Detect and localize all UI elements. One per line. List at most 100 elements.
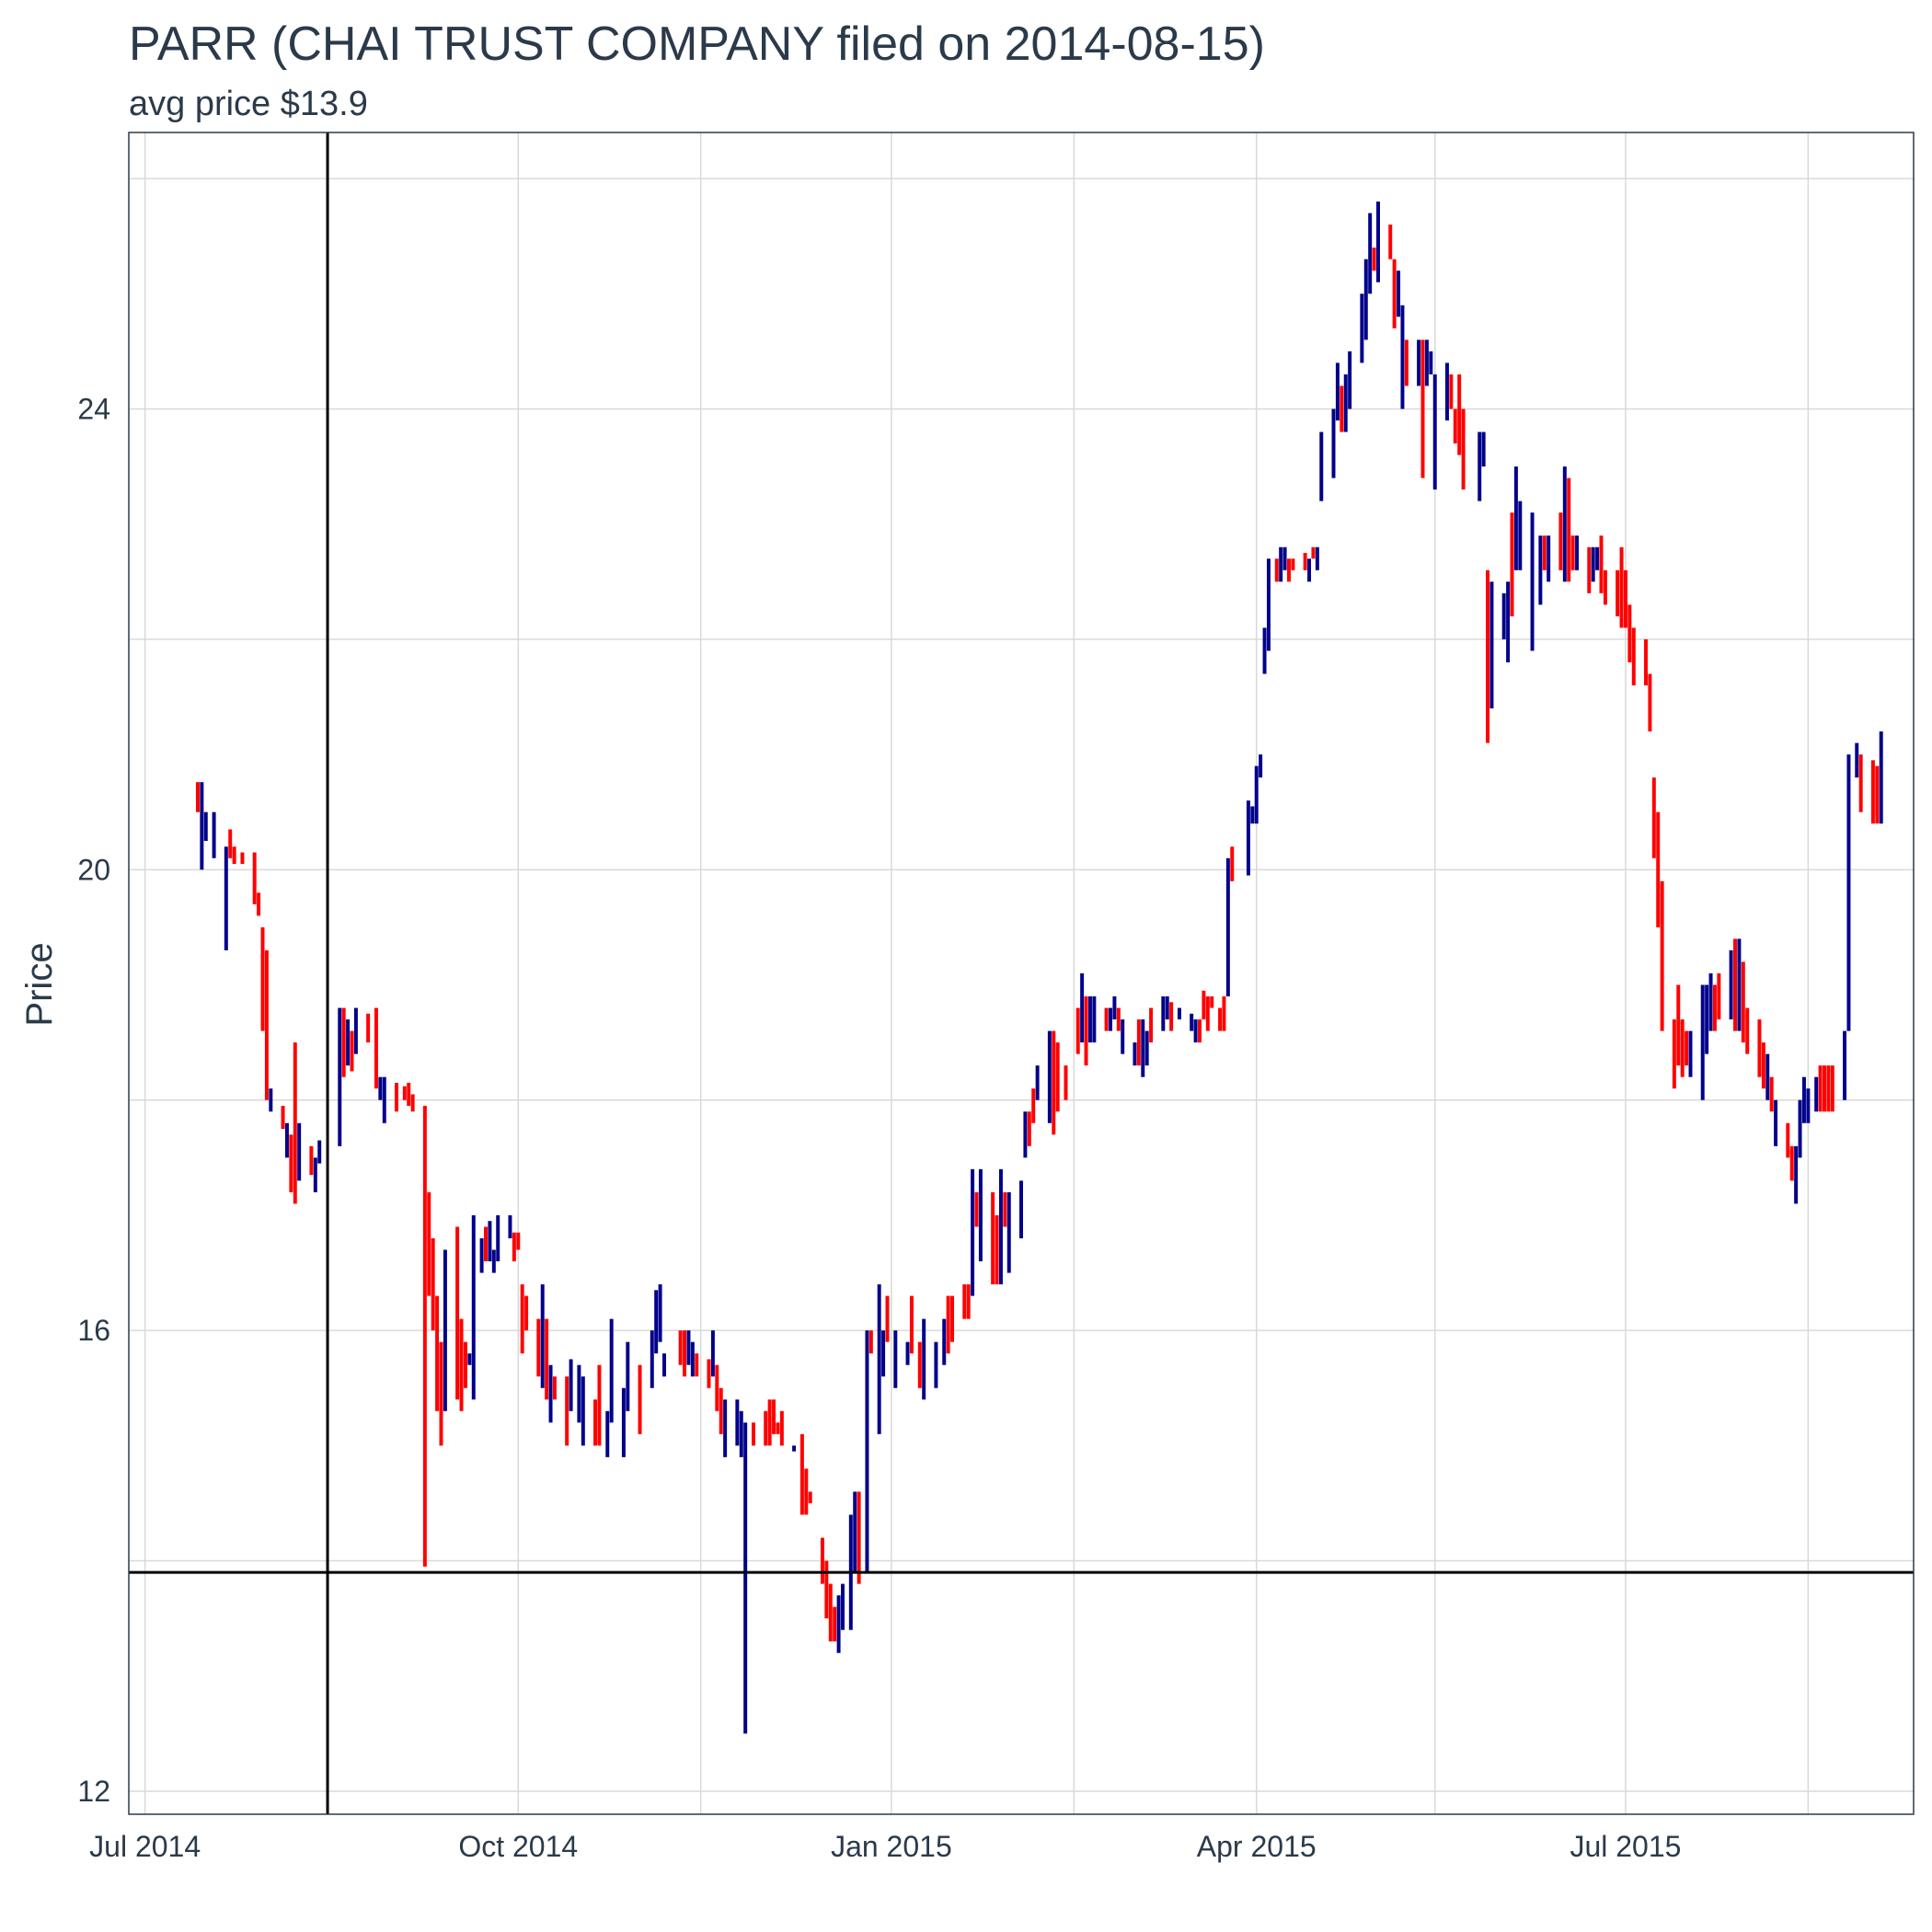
price-bar: [1676, 984, 1681, 1066]
price-bar: [1700, 984, 1705, 1100]
price-bar: [350, 1030, 354, 1072]
price-bar: [605, 1410, 610, 1457]
price-bar: [297, 1122, 302, 1181]
price-bar: [443, 1249, 447, 1411]
price-bar: [950, 1295, 955, 1342]
price-bar: [212, 811, 216, 858]
price-bar: [289, 1134, 293, 1192]
price-bar: [1603, 569, 1607, 605]
price-bar: [1218, 1007, 1223, 1031]
price-bar: [946, 1295, 950, 1354]
price-bar: [1688, 1030, 1693, 1077]
x-tick-label: Jul 2014: [89, 1830, 201, 1863]
price-bar: [1031, 1088, 1036, 1123]
price-bar: [1262, 627, 1267, 674]
price-bar: [1198, 1019, 1202, 1043]
price-bar: [1741, 961, 1745, 1043]
price-bar: [257, 892, 261, 916]
price-bar: [1745, 1007, 1750, 1054]
price-bar: [942, 1318, 947, 1365]
price-bar: [877, 1284, 881, 1434]
price-bar: [917, 1341, 922, 1388]
price-bar: [836, 1595, 841, 1653]
price-bar: [1461, 408, 1466, 490]
price-bar: [1368, 213, 1373, 294]
price-bar: [1190, 1013, 1194, 1031]
x-tick-label: Jan 2015: [831, 1830, 952, 1863]
price-bar: [536, 1318, 541, 1377]
price-bar: [776, 1422, 780, 1434]
price-bar: [1279, 546, 1283, 582]
price-bar: [735, 1399, 740, 1446]
price-bar: [686, 1330, 691, 1365]
price-bar: [402, 1086, 407, 1100]
price-bar: [1397, 270, 1401, 317]
price-bar: [1104, 1007, 1109, 1031]
price-bar: [488, 1221, 492, 1262]
price-bar: [374, 1007, 378, 1089]
price-bar: [1274, 558, 1279, 582]
price-bar: [808, 1491, 812, 1503]
price-bar: [1558, 512, 1563, 570]
price-bar: [1112, 996, 1117, 1020]
chart-title: PARR (CHAI TRUST COMPANY filed on 2014-0…: [129, 17, 1265, 71]
price-bar: [240, 852, 245, 865]
price-bar: [1003, 1191, 1007, 1227]
price-bar: [260, 926, 265, 1031]
price-bar: [824, 1560, 829, 1619]
price-bar: [1595, 546, 1600, 570]
price-bar: [1823, 1065, 1826, 1112]
price-bar: [1538, 535, 1543, 605]
price-bar: [792, 1445, 797, 1452]
price-bar: [1055, 1042, 1060, 1112]
price-bar: [1599, 535, 1604, 593]
price-bar: [496, 1214, 500, 1262]
y-tick-label: 12: [77, 1775, 110, 1808]
price-bar: [1116, 1007, 1121, 1031]
price-bar: [1230, 846, 1235, 881]
price-bar: [281, 1105, 285, 1130]
price-bar: [650, 1330, 654, 1388]
price-bar: [1570, 535, 1575, 570]
price-bar: [1343, 374, 1348, 432]
price-bar: [1765, 1053, 1770, 1100]
price-bar: [1846, 754, 1851, 1031]
price-bar: [909, 1295, 914, 1354]
price-bar: [865, 1330, 869, 1573]
price-bar: [195, 782, 200, 812]
price-bar: [1047, 1030, 1052, 1123]
price-bar: [1087, 996, 1092, 1043]
price-bar: [395, 1082, 398, 1112]
price-bar: [678, 1330, 683, 1365]
price-bar: [857, 1491, 861, 1584]
price-bar: [922, 1318, 926, 1400]
price-bar: [577, 1364, 581, 1423]
price-bar: [1705, 984, 1709, 1054]
price-bar: [1644, 638, 1648, 685]
price-bar: [1019, 1180, 1023, 1238]
price-bar: [934, 1341, 938, 1388]
price-bar: [1444, 362, 1449, 421]
price-bar: [1064, 1065, 1068, 1100]
price-bar: [1774, 1099, 1778, 1146]
price-bar: [1287, 558, 1291, 582]
price-bar: [779, 1410, 784, 1446]
price-bar: [1392, 259, 1397, 328]
price-bar: [565, 1376, 569, 1446]
price-bar: [439, 1341, 443, 1446]
price-bar: [1315, 546, 1319, 570]
price-bar: [1291, 558, 1295, 570]
price-bar: [317, 1140, 322, 1164]
price-bar: [1400, 305, 1405, 409]
price-bar: [200, 782, 204, 870]
x-tick-label: Apr 2015: [1197, 1830, 1317, 1863]
price-bar: [548, 1364, 553, 1423]
price-bar: [1733, 938, 1737, 1031]
x-tick-label: Jul 2015: [1570, 1830, 1681, 1863]
price-bar: [463, 1341, 467, 1388]
price-bar: [366, 1013, 371, 1043]
price-bar: [1363, 259, 1368, 340]
price-bar: [1303, 553, 1307, 570]
price-bar: [1717, 973, 1721, 1020]
price-bar: [1510, 512, 1514, 616]
